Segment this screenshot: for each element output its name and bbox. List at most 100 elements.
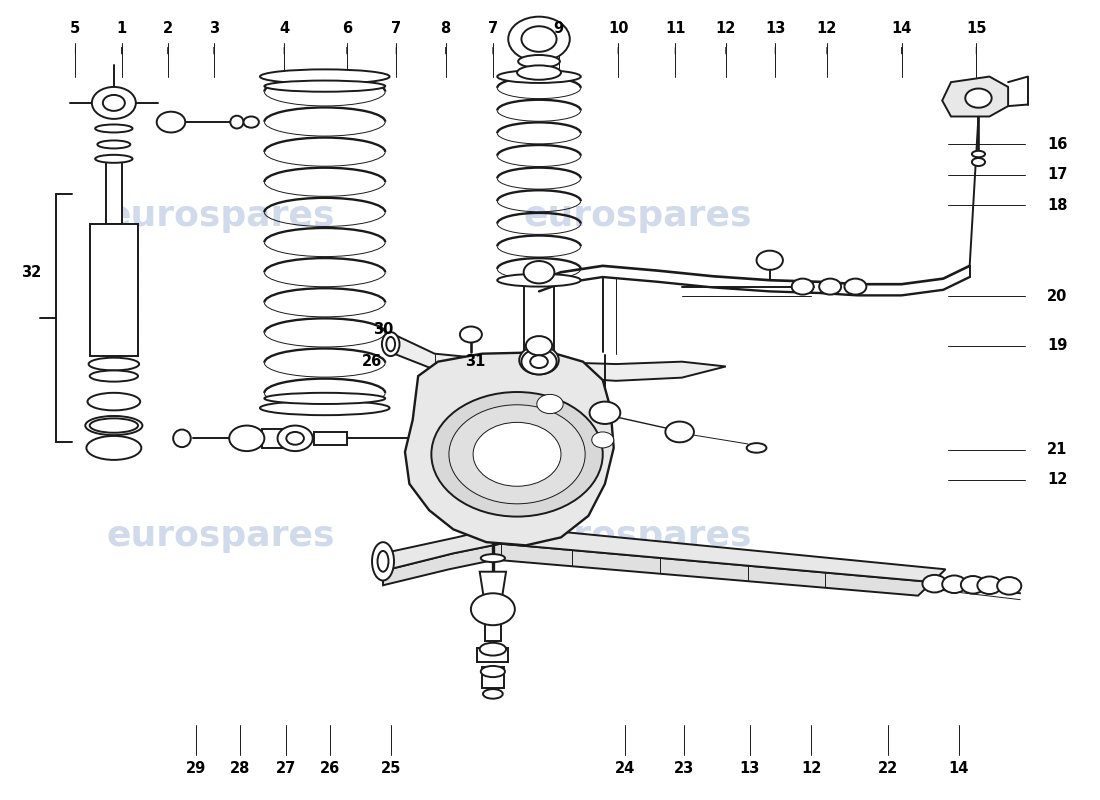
- Circle shape: [978, 577, 1001, 594]
- Polygon shape: [383, 526, 946, 582]
- Circle shape: [757, 250, 783, 270]
- Ellipse shape: [230, 116, 243, 129]
- Ellipse shape: [90, 418, 138, 433]
- Ellipse shape: [86, 416, 142, 435]
- Text: 12: 12: [801, 762, 822, 777]
- Text: eurospares: eurospares: [524, 518, 752, 553]
- Circle shape: [521, 26, 557, 52]
- Ellipse shape: [481, 554, 505, 562]
- Text: 2: 2: [163, 21, 173, 36]
- Text: 13: 13: [764, 21, 785, 36]
- Bar: [482, 666, 504, 687]
- Circle shape: [473, 422, 561, 486]
- Ellipse shape: [88, 393, 140, 410]
- Text: 18: 18: [1047, 198, 1068, 213]
- Ellipse shape: [87, 436, 141, 460]
- Circle shape: [471, 594, 515, 626]
- Ellipse shape: [264, 81, 385, 92]
- Circle shape: [229, 426, 264, 451]
- Text: 25: 25: [381, 762, 400, 777]
- Circle shape: [530, 355, 548, 368]
- Circle shape: [923, 575, 947, 593]
- Circle shape: [845, 278, 867, 294]
- Circle shape: [524, 261, 554, 283]
- Polygon shape: [943, 77, 1008, 117]
- Ellipse shape: [89, 358, 139, 370]
- Ellipse shape: [481, 666, 505, 677]
- Text: 4: 4: [279, 21, 289, 36]
- Circle shape: [431, 392, 603, 517]
- Text: 24: 24: [615, 762, 635, 777]
- Text: eurospares: eurospares: [107, 199, 334, 234]
- Ellipse shape: [260, 70, 389, 84]
- Circle shape: [820, 278, 842, 294]
- Ellipse shape: [518, 55, 560, 68]
- Text: 7: 7: [392, 21, 402, 36]
- Text: eurospares: eurospares: [524, 199, 752, 234]
- Text: 7: 7: [487, 21, 498, 36]
- Polygon shape: [405, 352, 614, 546]
- Bar: [107, 159, 121, 224]
- Text: 20: 20: [1047, 289, 1068, 304]
- Text: 23: 23: [674, 762, 694, 777]
- Circle shape: [537, 394, 563, 414]
- Bar: [524, 277, 554, 350]
- Polygon shape: [394, 334, 726, 381]
- Ellipse shape: [483, 689, 503, 698]
- Text: 8: 8: [440, 21, 451, 36]
- Text: 12: 12: [816, 21, 837, 36]
- Ellipse shape: [98, 141, 130, 149]
- Text: 31: 31: [465, 354, 485, 369]
- Text: 5: 5: [70, 21, 80, 36]
- Ellipse shape: [497, 274, 581, 286]
- Circle shape: [460, 326, 482, 342]
- Text: 30: 30: [373, 322, 393, 338]
- Bar: [477, 647, 508, 662]
- Polygon shape: [383, 544, 933, 596]
- Text: 19: 19: [1047, 338, 1068, 353]
- Polygon shape: [480, 572, 506, 600]
- Text: 28: 28: [230, 762, 251, 777]
- Text: 12: 12: [1047, 472, 1068, 487]
- Circle shape: [966, 89, 991, 108]
- Circle shape: [530, 354, 548, 366]
- Ellipse shape: [747, 443, 767, 453]
- Circle shape: [449, 405, 585, 504]
- Bar: [485, 608, 501, 641]
- Ellipse shape: [264, 393, 385, 404]
- Circle shape: [286, 432, 304, 445]
- Circle shape: [521, 349, 557, 374]
- Circle shape: [590, 402, 620, 424]
- Bar: [90, 224, 138, 356]
- Ellipse shape: [972, 158, 986, 166]
- Text: 16: 16: [1047, 137, 1068, 152]
- Text: 9: 9: [553, 21, 564, 36]
- Ellipse shape: [386, 337, 395, 351]
- Text: 15: 15: [966, 21, 987, 36]
- Text: 10: 10: [608, 21, 628, 36]
- Bar: [262, 429, 288, 448]
- Ellipse shape: [497, 70, 581, 83]
- Circle shape: [519, 346, 559, 374]
- Text: 21: 21: [1047, 442, 1068, 457]
- Text: 6: 6: [342, 21, 352, 36]
- Ellipse shape: [96, 155, 132, 163]
- Text: 1: 1: [117, 21, 126, 36]
- Circle shape: [92, 87, 135, 119]
- Text: 3: 3: [209, 21, 219, 36]
- Text: 22: 22: [878, 762, 899, 777]
- Circle shape: [526, 336, 552, 355]
- Ellipse shape: [972, 151, 986, 158]
- Ellipse shape: [90, 370, 138, 382]
- Circle shape: [943, 575, 967, 593]
- Circle shape: [103, 95, 124, 111]
- Circle shape: [997, 577, 1021, 594]
- Text: 29: 29: [186, 762, 207, 777]
- Text: 13: 13: [740, 762, 760, 777]
- Circle shape: [243, 117, 258, 128]
- Ellipse shape: [480, 642, 506, 655]
- Text: 32: 32: [21, 265, 42, 280]
- Circle shape: [156, 112, 185, 133]
- Text: 26: 26: [320, 762, 340, 777]
- Ellipse shape: [517, 66, 561, 80]
